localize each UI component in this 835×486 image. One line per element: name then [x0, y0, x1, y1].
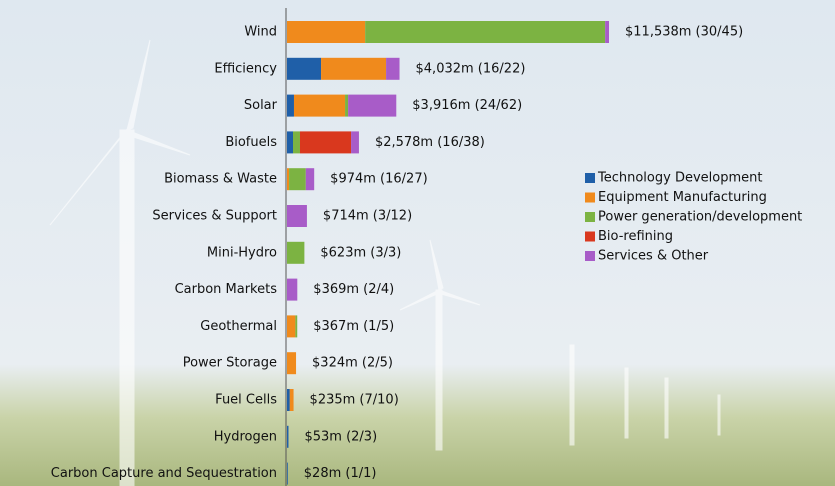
bar-segment: [321, 58, 386, 80]
legend-label: Power generation/development: [598, 210, 802, 225]
bar-segment: [287, 352, 296, 374]
value-label: $369m (2/4): [313, 282, 394, 297]
bar-segment: [287, 58, 321, 80]
category-label: Biomass & Waste: [164, 172, 277, 187]
bar-segment: [289, 168, 306, 190]
legend-swatch: [585, 232, 595, 242]
category-label: Solar: [244, 98, 278, 113]
legend-label: Equipment Manufacturing: [598, 190, 767, 205]
category-label: Biofuels: [225, 135, 277, 150]
bar-segment: [345, 95, 348, 117]
value-label: $367m (1/5): [313, 319, 394, 334]
bar-segment: [287, 168, 289, 190]
category-label: Services & Support: [152, 209, 277, 224]
bar-segment: [290, 389, 294, 411]
value-label: $714m (3/12): [323, 209, 412, 224]
bar-segment: [287, 279, 297, 301]
bar-segment: [605, 21, 609, 43]
legend-swatch: [585, 212, 595, 222]
value-label: $623m (3/3): [320, 245, 401, 260]
category-label: Wind: [244, 25, 277, 40]
value-label: $4,032m (16/22): [416, 61, 526, 76]
bar-segment: [365, 21, 605, 43]
value-label: $3,916m (24/62): [412, 98, 522, 113]
bar-segment: [287, 205, 307, 227]
legend-label: Technology Development: [597, 171, 762, 186]
legend-label: Services & Other: [598, 249, 709, 264]
legend-swatch: [585, 193, 595, 203]
bar-segment: [287, 242, 304, 264]
bar-segment: [294, 95, 345, 117]
bar-segment: [287, 426, 288, 448]
value-label: $324m (2/5): [312, 356, 393, 371]
category-label: Fuel Cells: [215, 393, 277, 408]
value-label: $235m (7/10): [310, 393, 399, 408]
bar-segment: [348, 95, 396, 117]
bar-segment: [287, 21, 365, 43]
bar-segment: [287, 389, 290, 411]
value-label: $2,578m (16/38): [375, 135, 485, 150]
chart: Wind $11,538m (30/45) Efficiency $4,032m (1…: [0, 0, 835, 486]
value-label: $11,538m (30/45): [625, 25, 743, 40]
bar-segment: [287, 95, 294, 117]
category-label: Power Storage: [183, 356, 277, 371]
value-label: $974m (16/27): [330, 172, 428, 187]
bar-segment: [306, 168, 314, 190]
bar-segment: [386, 58, 399, 80]
category-label: Hydrogen: [214, 429, 277, 444]
bar-segment: [293, 131, 300, 153]
bar-segment: [351, 131, 359, 153]
bar-segment: [287, 131, 293, 153]
legend-label: Bio-refining: [598, 229, 673, 244]
bar-segment: [295, 315, 297, 337]
bar-segment: [300, 131, 351, 153]
legend-swatch: [585, 251, 595, 261]
legend-swatch: [585, 173, 595, 183]
category-label: Efficiency: [214, 61, 277, 76]
bar-segment: [287, 315, 295, 337]
category-label: Carbon Markets: [175, 282, 278, 297]
category-label: Mini-Hydro: [207, 245, 277, 260]
category-label: Geothermal: [200, 319, 277, 334]
value-label: $53m (2/3): [304, 429, 377, 444]
value-label: $28m (1/1): [304, 466, 377, 481]
category-label: Carbon Capture and Sequestration: [51, 466, 277, 481]
bar-segment: [287, 463, 288, 485]
